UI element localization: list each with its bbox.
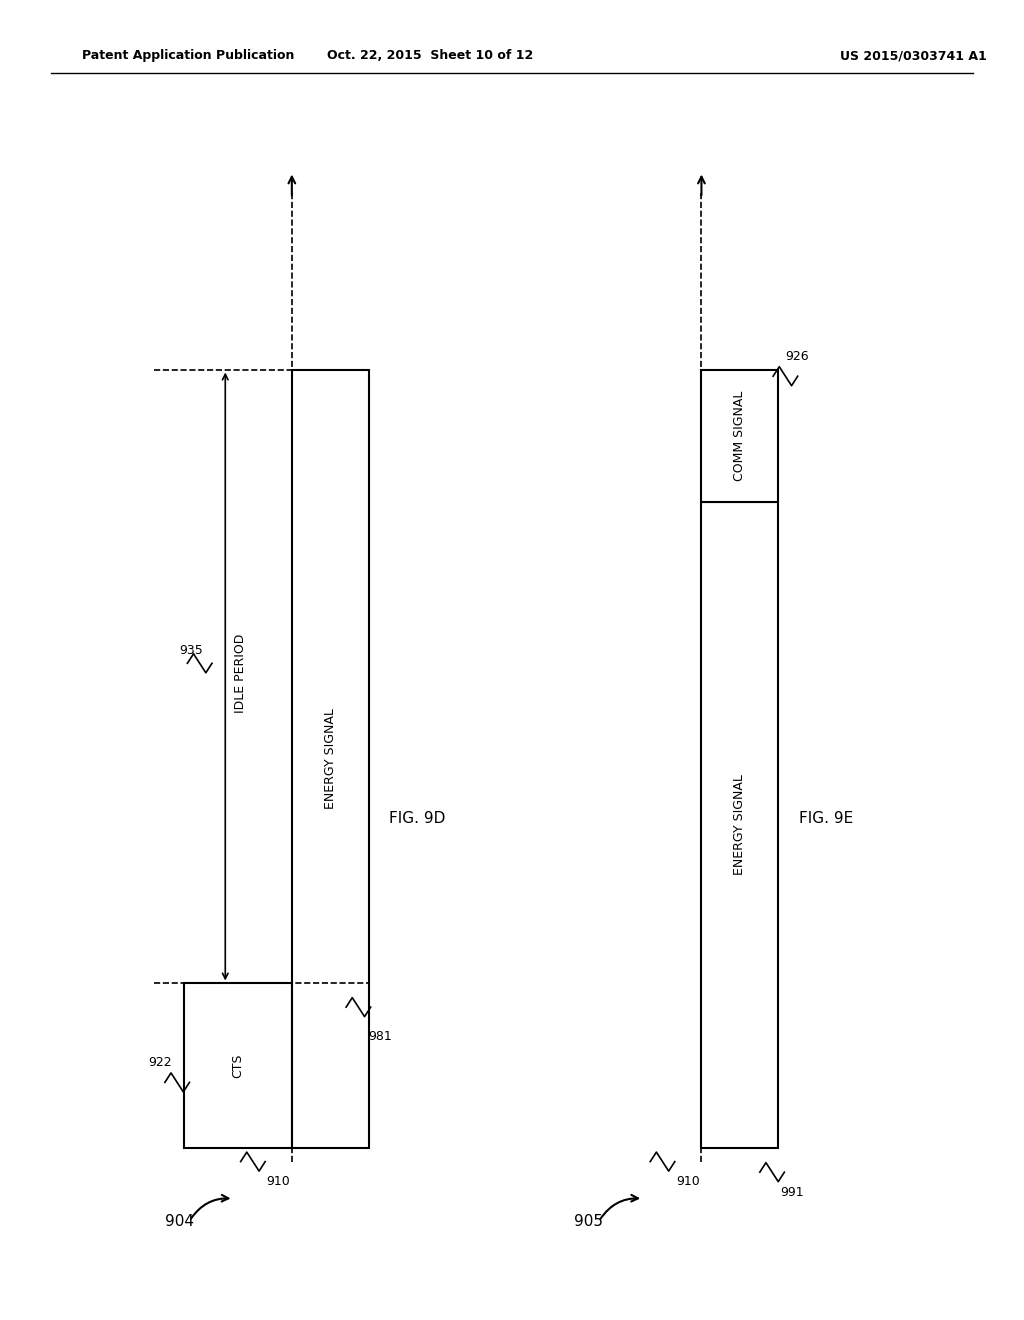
Text: Patent Application Publication: Patent Application Publication xyxy=(82,49,294,62)
Text: IDLE PERIOD: IDLE PERIOD xyxy=(234,634,247,713)
Bar xyxy=(184,983,292,1148)
Text: FIG. 9D: FIG. 9D xyxy=(389,810,445,826)
Text: 910: 910 xyxy=(266,1175,290,1188)
Text: 905: 905 xyxy=(574,1213,603,1229)
Text: ENERGY SIGNAL: ENERGY SIGNAL xyxy=(733,775,746,875)
Text: 935: 935 xyxy=(179,644,203,657)
Text: COMM SIGNAL: COMM SIGNAL xyxy=(733,391,746,480)
Text: ENERGY SIGNAL: ENERGY SIGNAL xyxy=(324,709,337,809)
Bar xyxy=(701,502,778,1148)
Text: CTS: CTS xyxy=(231,1053,245,1078)
Text: Oct. 22, 2015  Sheet 10 of 12: Oct. 22, 2015 Sheet 10 of 12 xyxy=(327,49,534,62)
Bar xyxy=(701,370,778,502)
Text: 926: 926 xyxy=(785,350,809,363)
Text: 910: 910 xyxy=(676,1175,699,1188)
Text: US 2015/0303741 A1: US 2015/0303741 A1 xyxy=(840,49,986,62)
Bar xyxy=(292,370,369,1148)
Text: 922: 922 xyxy=(148,1056,172,1069)
Text: 991: 991 xyxy=(780,1185,804,1199)
Text: 904: 904 xyxy=(165,1213,194,1229)
Text: 981: 981 xyxy=(369,1030,392,1043)
Text: FIG. 9E: FIG. 9E xyxy=(799,810,853,826)
